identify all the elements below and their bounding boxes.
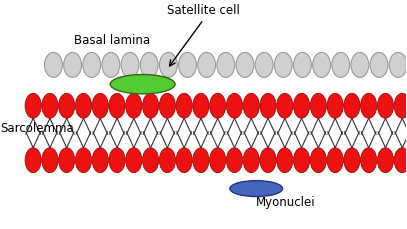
Ellipse shape: [63, 52, 81, 77]
Ellipse shape: [226, 93, 243, 118]
Ellipse shape: [344, 148, 360, 173]
Ellipse shape: [361, 148, 377, 173]
Ellipse shape: [176, 93, 192, 118]
Ellipse shape: [361, 93, 377, 118]
Ellipse shape: [217, 52, 235, 77]
Ellipse shape: [142, 148, 159, 173]
Ellipse shape: [42, 148, 58, 173]
Ellipse shape: [193, 93, 209, 118]
Ellipse shape: [25, 93, 41, 118]
Ellipse shape: [160, 52, 177, 77]
Ellipse shape: [109, 93, 125, 118]
Ellipse shape: [310, 148, 326, 173]
Text: Sarcolemma: Sarcolemma: [1, 122, 74, 135]
Ellipse shape: [121, 52, 139, 77]
Ellipse shape: [142, 93, 159, 118]
Ellipse shape: [140, 52, 158, 77]
Ellipse shape: [44, 52, 62, 77]
Ellipse shape: [274, 52, 292, 77]
Text: Satellite cell: Satellite cell: [167, 4, 240, 17]
Ellipse shape: [377, 93, 394, 118]
Ellipse shape: [236, 52, 254, 77]
Ellipse shape: [332, 52, 350, 77]
Ellipse shape: [243, 148, 259, 173]
Ellipse shape: [243, 93, 259, 118]
Ellipse shape: [310, 93, 326, 118]
Ellipse shape: [110, 75, 175, 94]
Ellipse shape: [102, 52, 120, 77]
Ellipse shape: [226, 148, 243, 173]
Ellipse shape: [126, 93, 142, 118]
Ellipse shape: [193, 148, 209, 173]
Ellipse shape: [313, 52, 330, 77]
Ellipse shape: [260, 148, 276, 173]
Text: Basal lamina: Basal lamina: [74, 34, 150, 47]
Ellipse shape: [42, 93, 58, 118]
Ellipse shape: [327, 93, 343, 118]
Ellipse shape: [230, 181, 282, 196]
Ellipse shape: [198, 52, 216, 77]
Ellipse shape: [75, 93, 92, 118]
Ellipse shape: [277, 148, 293, 173]
Ellipse shape: [59, 148, 75, 173]
Ellipse shape: [159, 93, 175, 118]
Ellipse shape: [394, 148, 407, 173]
Ellipse shape: [277, 93, 293, 118]
Ellipse shape: [293, 148, 310, 173]
Ellipse shape: [370, 52, 388, 77]
Ellipse shape: [344, 93, 360, 118]
Ellipse shape: [176, 148, 192, 173]
Ellipse shape: [210, 148, 226, 173]
Ellipse shape: [83, 52, 101, 77]
Ellipse shape: [327, 148, 343, 173]
Ellipse shape: [377, 148, 394, 173]
Ellipse shape: [75, 148, 92, 173]
Ellipse shape: [92, 93, 108, 118]
Ellipse shape: [260, 93, 276, 118]
Ellipse shape: [109, 148, 125, 173]
Ellipse shape: [389, 52, 407, 77]
Ellipse shape: [59, 93, 75, 118]
Ellipse shape: [351, 52, 369, 77]
Ellipse shape: [159, 148, 175, 173]
Ellipse shape: [25, 148, 41, 173]
Ellipse shape: [92, 148, 108, 173]
Ellipse shape: [293, 93, 310, 118]
Ellipse shape: [293, 52, 311, 77]
Ellipse shape: [394, 93, 407, 118]
Ellipse shape: [126, 148, 142, 173]
Ellipse shape: [210, 93, 226, 118]
Ellipse shape: [179, 52, 197, 77]
Text: Myonuclei: Myonuclei: [256, 196, 316, 209]
Ellipse shape: [255, 52, 273, 77]
